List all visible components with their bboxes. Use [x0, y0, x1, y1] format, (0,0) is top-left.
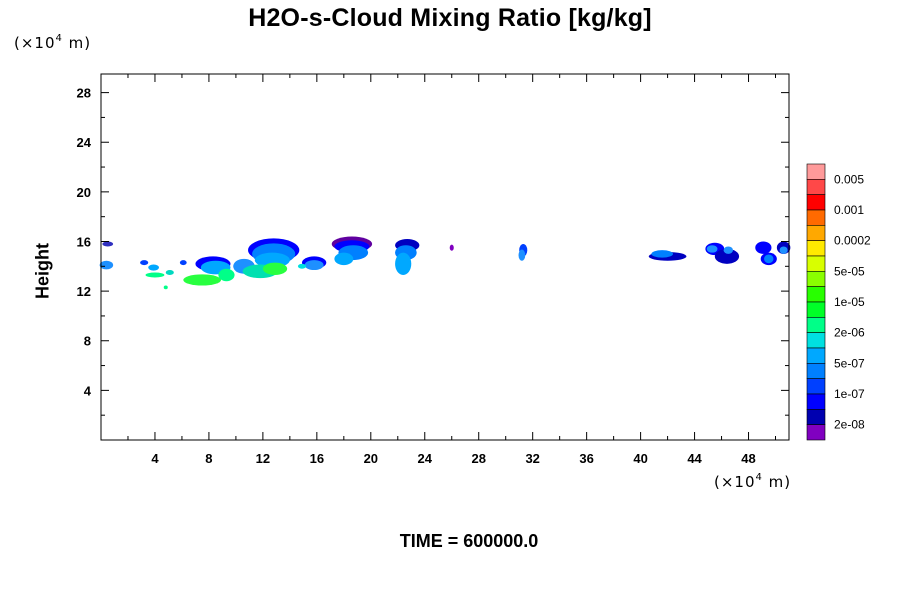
colorbar-swatch [806, 163, 826, 180]
colorbar-label: 0.0002 [834, 234, 871, 248]
cloud-patch [297, 263, 307, 269]
y-tick-label: 28 [77, 86, 91, 101]
colorbar-swatch [806, 424, 826, 441]
cloud-patch [262, 262, 288, 275]
colorbar-swatch [806, 393, 826, 410]
x-tick-label: 4 [151, 451, 159, 466]
chart-title: H2O-s-Cloud Mixing Ratio [kg/kg] [248, 4, 652, 32]
cloud-patch [99, 260, 114, 270]
cloud-patch [140, 260, 149, 266]
colorbar-swatch [806, 332, 826, 349]
y-tick-label: 12 [77, 284, 91, 299]
cloud-patch [218, 268, 235, 282]
y-tick-label: 16 [77, 234, 91, 249]
colorbar-label: 5e-07 [834, 356, 865, 370]
cloud-patch [723, 246, 734, 254]
cloud-patch [145, 272, 165, 278]
colorbar-swatch [806, 225, 826, 241]
colorbar-swatch [806, 194, 826, 211]
colorbar-swatch [806, 363, 826, 379]
colorbar-label: 2e-08 [834, 418, 865, 432]
colorbar-swatch [806, 209, 826, 226]
cloud-patch [148, 264, 160, 271]
cloud-patch [395, 252, 412, 275]
cloud-patch [706, 245, 718, 253]
cloud-patch [179, 260, 187, 266]
colorbar-label: 0.001 [834, 203, 864, 217]
colorbar-label: 1e-05 [834, 295, 865, 309]
cloud-patch [755, 241, 772, 254]
x-tick-label: 36 [579, 451, 593, 466]
x-tick-label: 40 [633, 451, 647, 466]
x-tick-label: 12 [256, 451, 270, 466]
colorbar-swatch [806, 378, 826, 395]
x-tick-label: 20 [364, 451, 378, 466]
colorbar: 0.005 0.001 0.0002 5e-05 1e-05 2e-06 5e-07 1e-0… [806, 163, 871, 441]
x-tick-label: 8 [205, 451, 212, 466]
cloud-patch [714, 248, 740, 264]
colorbar-label: 5e-05 [834, 264, 865, 278]
colorbar-label: 1e-07 [834, 387, 865, 401]
x-tick-label: 32 [525, 451, 539, 466]
cloud-patch [165, 270, 174, 275]
x-tick-label: 24 [418, 451, 433, 466]
y-tick-label: 20 [77, 185, 91, 200]
cloud-patch [518, 249, 526, 261]
cloud-patch [449, 244, 454, 251]
colorbar-swatch [806, 179, 826, 195]
cloud-patch [334, 252, 354, 266]
plot-frame [100, 73, 790, 441]
cloud-patch [764, 254, 774, 264]
y-axis-unit: (×104 m) [14, 33, 92, 52]
heatmap-layer [99, 236, 791, 290]
colorbar-label: 2e-06 [834, 326, 865, 340]
cloud-patch [102, 241, 114, 247]
x-tick-label: 44 [687, 451, 702, 466]
y-tick-label: 4 [84, 383, 92, 398]
colorbar-swatch [806, 317, 826, 333]
cloud-patch [163, 285, 168, 290]
x-tick-label: 16 [310, 451, 324, 466]
x-tick-label: 48 [741, 451, 755, 466]
time-label: TIME = 600000.0 [399, 531, 539, 551]
colorbar-swatch [806, 271, 826, 287]
colorbar-swatch [806, 347, 826, 364]
cloud-patch [651, 250, 673, 258]
colorbar-swatch [806, 255, 826, 272]
cloud-patch [304, 260, 324, 271]
colorbar-swatch [806, 409, 826, 425]
x-tick-label: 28 [471, 451, 485, 466]
cloud-patch [779, 246, 788, 254]
y-tick-label: 8 [84, 334, 91, 349]
x-axis-unit: (×104 m) [714, 472, 792, 491]
y-tick-label: 24 [77, 135, 92, 150]
cloud-patch [183, 274, 222, 286]
colorbar-swatch [806, 286, 826, 303]
colorbar-swatch [806, 301, 826, 318]
colorbar-label: 0.005 [834, 172, 864, 186]
colorbar-swatch [806, 240, 826, 257]
